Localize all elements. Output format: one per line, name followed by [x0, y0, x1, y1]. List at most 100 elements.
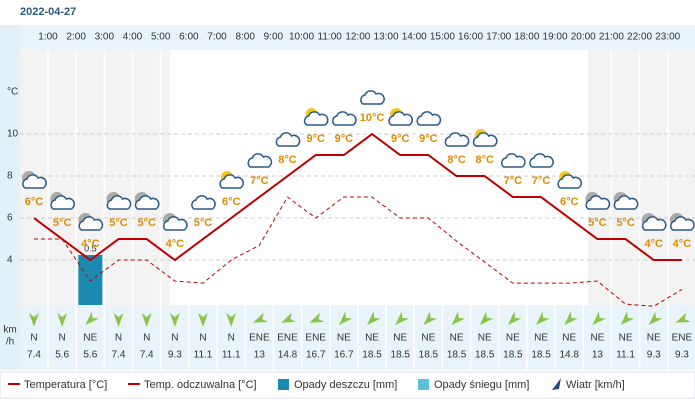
wind-arrow-shape — [141, 313, 152, 327]
hour-label: 5:00 — [151, 32, 171, 43]
weather-icon — [275, 132, 301, 147]
wind-arrow — [309, 312, 325, 323]
weather-icon — [557, 171, 583, 189]
wind-direction: N — [115, 333, 122, 344]
wind-arrow-shape — [309, 312, 325, 323]
wind-arrow-shape — [536, 311, 550, 325]
temp-label: 9°C — [335, 133, 354, 145]
wind-arrow-shape — [281, 312, 296, 323]
wind-arrow-shape — [620, 311, 635, 325]
weather-icon — [585, 192, 611, 210]
hour-label: 4:00 — [123, 32, 143, 43]
legend-box — [0, 371, 695, 399]
wind-arrow-shape — [29, 313, 39, 327]
wind-arrow — [57, 313, 68, 327]
temp-label: 6°C — [222, 196, 241, 208]
cloud — [106, 195, 132, 210]
wind-speed: 5.6 — [83, 350, 97, 361]
wind-arrow — [226, 313, 237, 327]
wind-arrow-shape — [367, 311, 381, 325]
hour-label: 1:00 — [38, 32, 58, 43]
wind-direction: N — [143, 333, 150, 344]
cloud — [219, 174, 245, 189]
y-tick-label: 4 — [7, 255, 13, 266]
cloud — [613, 195, 639, 210]
temp-label: 8°C — [475, 154, 494, 166]
cloud — [501, 153, 526, 168]
hour-label: 11:00 — [318, 32, 343, 43]
hour-label: 15:00 — [430, 32, 455, 43]
wind-direction: NE — [421, 333, 435, 344]
wind-direction: N — [171, 333, 178, 344]
wind-direction: NE — [478, 333, 492, 344]
wind-direction: NE — [506, 333, 520, 344]
cloud — [191, 195, 216, 210]
precip-label: 0.5 — [84, 243, 97, 253]
wind-speed: 11.1 — [194, 350, 213, 361]
wind-arrow — [675, 312, 691, 323]
legend-swatch — [418, 379, 429, 390]
wind-direction: ENE — [277, 333, 298, 344]
wind-unit: km — [3, 325, 16, 336]
legend-label: Wiatr [km/h] — [566, 379, 625, 391]
cloud — [332, 111, 357, 126]
cloud — [585, 195, 611, 210]
temp-label: 4°C — [166, 238, 185, 250]
wind-speed: 18.5 — [447, 350, 467, 361]
wind-arrow — [113, 313, 124, 327]
weather-icon — [669, 213, 695, 231]
wind-direction: N — [59, 333, 66, 344]
line-series — [34, 196, 683, 307]
wind-arrow-shape — [675, 312, 691, 323]
wind-arrow — [252, 312, 268, 323]
wind-direction: N — [228, 333, 235, 344]
temp-label: 4°C — [645, 238, 664, 250]
cloud — [529, 153, 554, 168]
weather-icon — [444, 132, 470, 147]
weather-icon — [162, 213, 188, 231]
wind-direction: NE — [590, 333, 604, 344]
weather-icon — [360, 90, 385, 105]
wind-speed: 9.3 — [168, 350, 182, 361]
weather-icon — [219, 171, 245, 189]
cloud — [557, 174, 583, 189]
hour-label: 22:00 — [627, 32, 652, 43]
wind-arrow — [620, 311, 635, 325]
hour-label: 17:00 — [486, 32, 511, 43]
temp-label: 7°C — [250, 175, 269, 187]
cloud — [78, 216, 104, 231]
cloud — [641, 216, 667, 231]
wind-arrow — [648, 311, 663, 325]
wind-direction: ENE — [672, 333, 693, 344]
weather-icon — [134, 192, 160, 210]
wind-arrow-shape — [648, 311, 663, 325]
wind-direction: N — [199, 333, 206, 344]
wind-speed: 13 — [254, 350, 266, 361]
wind-direction: ENE — [249, 333, 270, 344]
wind-arrow-shape — [85, 311, 99, 325]
hour-label: 10:00 — [289, 32, 314, 43]
wind-arrow — [395, 311, 409, 325]
wind-speed: 18.5 — [475, 350, 495, 361]
wind-arrow-shape — [479, 311, 494, 325]
temp-label: 10°C — [360, 112, 385, 124]
hour-label: 16:00 — [458, 32, 483, 43]
hour-label: 13:00 — [374, 32, 399, 43]
temp-label: 5°C — [137, 217, 156, 229]
cloud — [472, 132, 498, 147]
wind-arrow-shape — [507, 311, 522, 325]
wind-arrow — [29, 313, 39, 327]
weather-icon — [50, 192, 75, 210]
temp-label: 6°C — [25, 196, 44, 208]
cloud — [50, 195, 75, 210]
temp-label: 9°C — [391, 133, 410, 145]
y-axis-label: °C — [7, 87, 18, 98]
temp-label: 5°C — [194, 217, 213, 229]
wind-arrow-shape — [338, 311, 353, 325]
temp-label: 4°C — [673, 238, 692, 250]
wind-arrow — [85, 311, 99, 325]
wind-direction: NE — [365, 333, 379, 344]
weather-icon — [247, 153, 273, 168]
wind-arrow — [592, 311, 606, 325]
